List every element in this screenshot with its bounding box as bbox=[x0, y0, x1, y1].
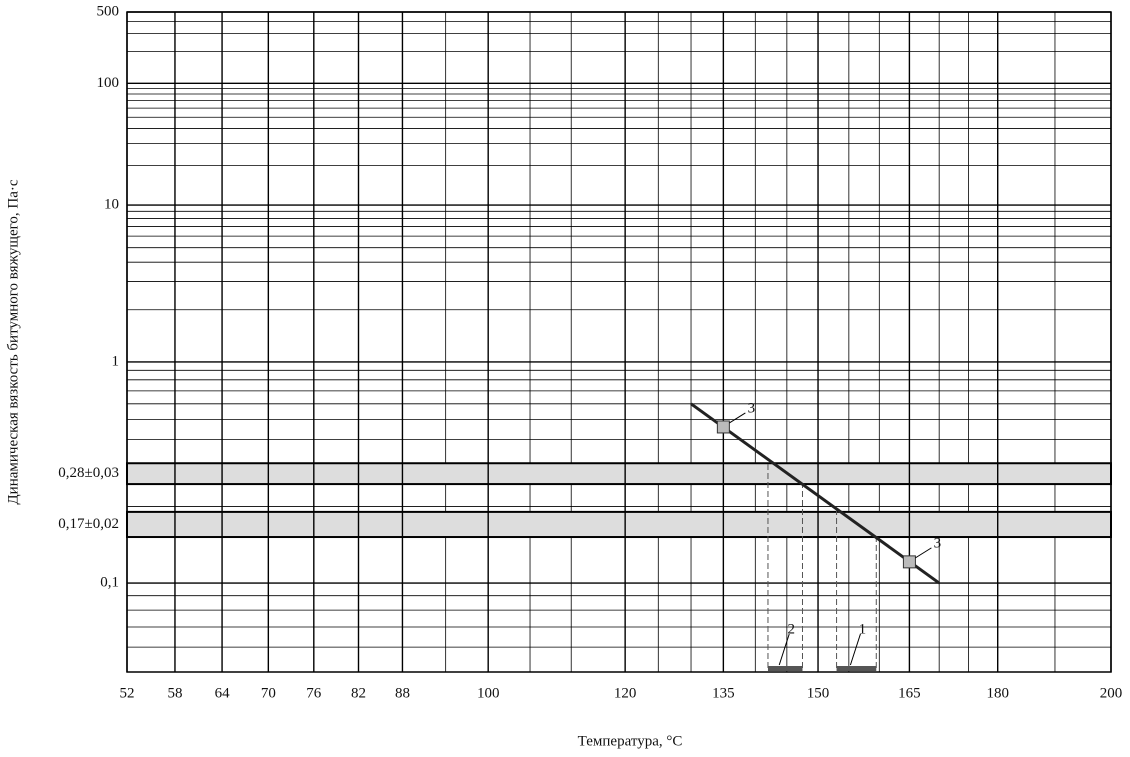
x-axis-title: Температура, °С bbox=[578, 733, 683, 749]
x-tick-label: 150 bbox=[807, 685, 830, 701]
plot-frame bbox=[126, 11, 1112, 673]
point bbox=[716, 420, 730, 434]
band bbox=[126, 510, 1112, 539]
range-label: 1 bbox=[859, 621, 867, 637]
leader bbox=[729, 412, 746, 424]
x-tick-label: 100 bbox=[477, 685, 500, 701]
x-tick-label: 64 bbox=[215, 685, 231, 701]
leader bbox=[778, 633, 790, 666]
point-label: 3 bbox=[934, 535, 942, 551]
point bbox=[902, 555, 916, 569]
line bbox=[690, 402, 941, 585]
leader bbox=[849, 633, 861, 666]
x-tick-label: 76 bbox=[306, 685, 322, 701]
x-tick-label: 200 bbox=[1100, 685, 1123, 701]
y-tick-label: 10 bbox=[104, 196, 119, 212]
y-tick-label: 500 bbox=[97, 3, 120, 19]
x-tick-label: 70 bbox=[261, 685, 276, 701]
x-tick-label: 120 bbox=[614, 685, 637, 701]
range-bar bbox=[767, 666, 803, 671]
point-label: 3 bbox=[748, 400, 756, 416]
y-tick-label: 0,1 bbox=[100, 574, 119, 590]
x-tick-label: 82 bbox=[351, 685, 366, 701]
x-tick-label: 88 bbox=[395, 685, 410, 701]
x-tick-label: 165 bbox=[898, 685, 921, 701]
band bbox=[126, 462, 1112, 486]
x-tick-label: 58 bbox=[167, 685, 182, 701]
x-tick-label: 135 bbox=[712, 685, 735, 701]
band-label: 0,17±0,02 bbox=[58, 516, 119, 532]
band-label: 0,28±0,03 bbox=[58, 465, 119, 481]
range-label: 2 bbox=[787, 621, 795, 637]
x-tick-label: 180 bbox=[986, 685, 1009, 701]
range-bar bbox=[836, 666, 877, 671]
leader bbox=[915, 547, 932, 559]
y-tick-label: 1 bbox=[112, 353, 120, 369]
x-tick-label: 52 bbox=[120, 685, 135, 701]
y-axis-title: Динамическая вязкость битумного вяжущего… bbox=[5, 179, 21, 504]
y-tick-label: 100 bbox=[97, 75, 120, 91]
